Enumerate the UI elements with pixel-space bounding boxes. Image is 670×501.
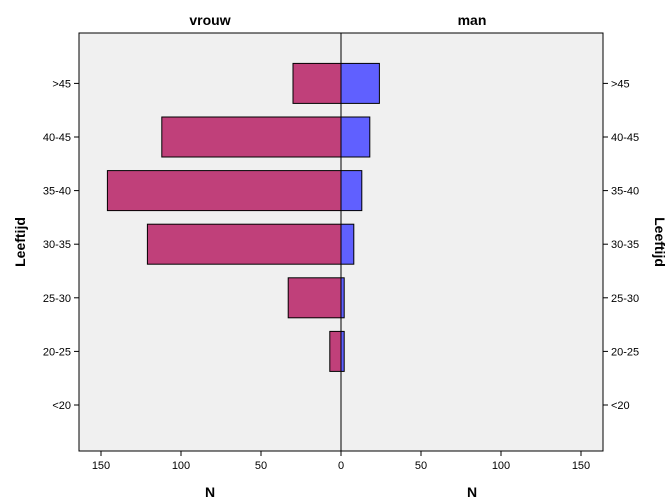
x-axis-label-right: N xyxy=(467,484,477,500)
x-tick-label-right-50: 50 xyxy=(415,460,427,472)
y-tick-label-left-20-25: 20-25 xyxy=(43,346,71,358)
x-tick-label-left-100: 100 xyxy=(172,460,190,472)
bars-group xyxy=(106,62,380,372)
y-tick-label-left-25-30: 25-30 xyxy=(43,293,71,305)
y-tick-label-left-35-40: 35-40 xyxy=(43,186,71,198)
x-axis-label-left: N xyxy=(205,484,215,500)
x-tick-label-left-0: 0 xyxy=(338,460,344,472)
bar-vrouw-25-30 xyxy=(287,277,342,319)
panel-title-left: vrouw xyxy=(189,12,230,28)
y-tick-label-left-30-35: 30-35 xyxy=(43,239,71,251)
bar-vrouw-gt45 xyxy=(292,62,342,104)
bar-vrouw-35-40 xyxy=(106,170,342,212)
y-ticks-group: <20 <20 20-25 20-25 25-30 25-30 30-35 30-35 35-4… xyxy=(43,78,639,412)
bar-man-40-45 xyxy=(340,116,371,158)
y-tick-label-right-20-25: 20-25 xyxy=(611,346,639,358)
y-axis-label-right: Leeftijd xyxy=(652,217,668,267)
x-tick-label-left-150: 150 xyxy=(92,460,110,472)
x-tick-label-right-100: 100 xyxy=(492,460,510,472)
bar-vrouw-20-25 xyxy=(329,330,342,372)
bar-vrouw-40-45 xyxy=(161,116,342,158)
x-tick-label-right-150: 150 xyxy=(572,460,590,472)
y-axis-label-left: Leeftijd xyxy=(12,217,28,267)
y-tick-label-right-30-35: 30-35 xyxy=(611,239,639,251)
bar-vrouw-30-35 xyxy=(146,223,342,265)
y-tick-label-right-40-45: 40-45 xyxy=(611,132,639,144)
y-tick-label-right-lt20: <20 xyxy=(611,400,630,412)
y-tick-label-right-gt45: >45 xyxy=(611,78,630,90)
bar-man-gt45 xyxy=(340,62,380,104)
y-tick-label-right-25-30: 25-30 xyxy=(611,293,639,305)
y-tick-label-right-35-40: 35-40 xyxy=(611,186,639,198)
panel-title-right: man xyxy=(458,12,487,28)
bar-man-30-35 xyxy=(340,223,355,265)
y-tick-label-left-40-45: 40-45 xyxy=(43,132,71,144)
x-ticks-group: 0 50 50 100 100 150 150 xyxy=(92,451,590,472)
bar-man-35-40 xyxy=(340,170,363,212)
x-tick-label-left-50: 50 xyxy=(255,460,267,472)
y-tick-label-left-lt20: <20 xyxy=(52,400,71,412)
y-tick-label-left-gt45: >45 xyxy=(52,78,71,90)
